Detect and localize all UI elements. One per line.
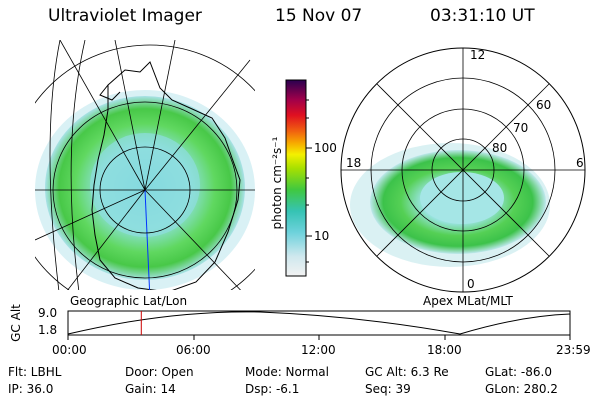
timeline-tick-4: 23:59 [556,343,591,357]
ip-info: IP: 36.0 [8,382,54,396]
mode-info: Mode: Normal [245,365,329,379]
mlt-label-0: 0 [467,277,475,291]
timeline-tick-3: 18:00 [427,343,462,357]
mlt-label-18: 18 [346,156,362,170]
apex-polar-plot [340,47,586,293]
gain-info: Gain: 14 [125,382,176,396]
geographic-caption: Geographic Lat/Lon [70,294,188,308]
altitude-timeline [67,310,571,340]
mlt-label-6: 6 [576,156,584,170]
timeline-y-max: 9.0 [38,306,58,320]
lat-label-60: 60 [536,98,552,112]
colorbar-tick-100: 100 [314,141,337,155]
glat-info: GLat: -86.0 [485,365,552,379]
apex-caption: Apex MLat/MLT [423,294,513,308]
gc-alt-info: GC Alt: 6.3 Re [365,365,449,379]
timeline-tick-1: 06:00 [176,343,211,357]
timeline-y-label: GC Alt [9,304,23,342]
door-info: Door: Open [125,365,194,379]
dsp-info: Dsp: -6.1 [245,382,300,396]
filter-info: Flt: LBHL [8,365,62,379]
geographic-map [35,40,255,290]
instrument-title: Ultraviolet Imager [48,6,202,26]
lat-label-70: 70 [513,121,529,135]
aurora-oval-geo-inner [90,133,200,237]
timeline-tick-0: 00:00 [52,343,87,357]
timeline-y-min: 1.8 [38,323,58,337]
time-label: 03:31:10 UT [430,6,535,26]
colorbar-unit-label: photon cm⁻²s⁻¹ [270,136,284,230]
colorbar-tick-10: 10 [314,229,330,243]
altitude-curve [67,311,571,335]
date-label: 15 Nov 07 [275,6,363,26]
seq-info: Seq: 39 [365,382,411,396]
coastline [91,61,241,290]
glon-info: GLon: 280.2 [485,382,558,396]
mlt-label-12: 12 [470,48,486,62]
colorbar [285,79,307,277]
timeline-tick-2: 12:00 [301,343,336,357]
lat-label-80: 80 [492,141,508,155]
